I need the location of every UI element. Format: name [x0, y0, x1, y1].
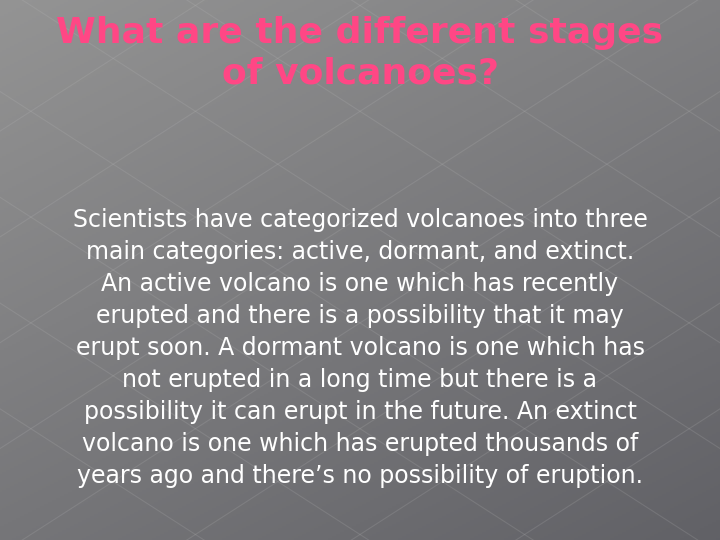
Text: What are the different stages
of volcanoes?: What are the different stages of volcano…: [56, 16, 664, 91]
Text: Scientists have categorized volcanoes into three
main categories: active, dorman: Scientists have categorized volcanoes in…: [73, 208, 647, 488]
